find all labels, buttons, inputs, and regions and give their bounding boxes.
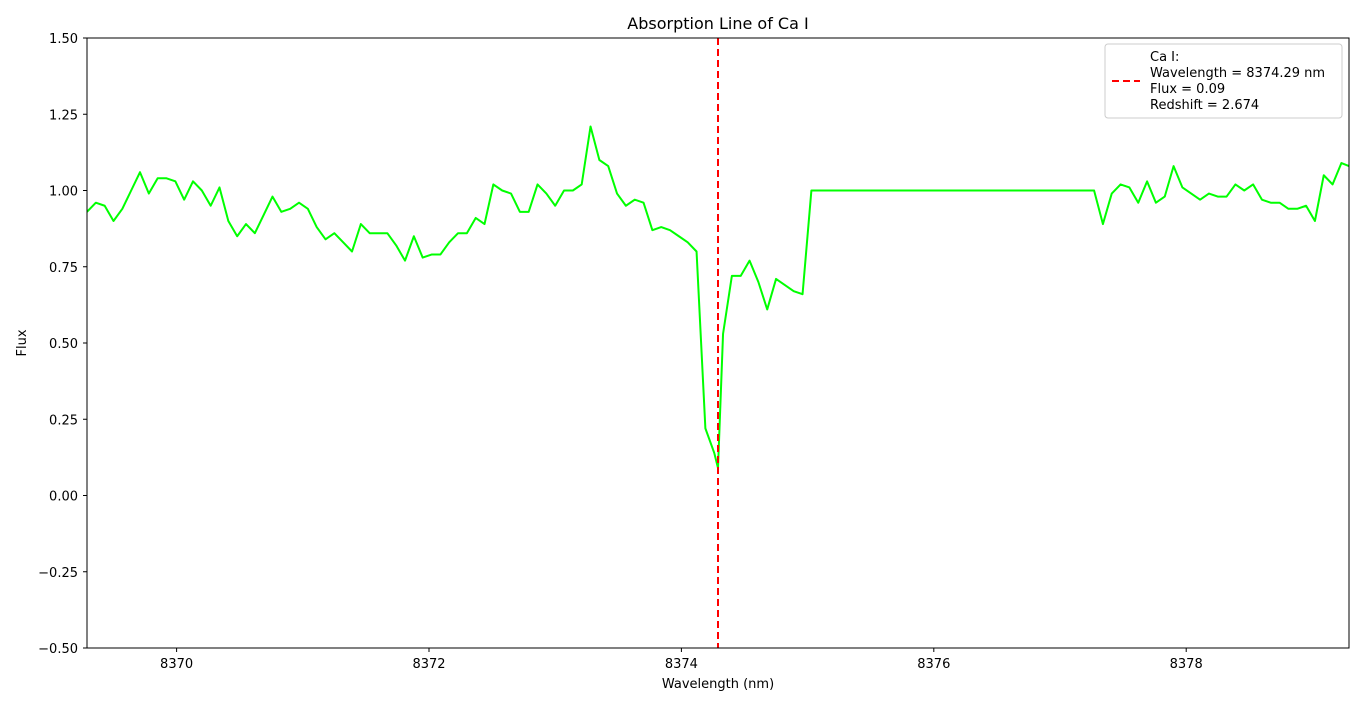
legend: Ca I: Wavelength = 8374.29 nm Flux = 0.0… (1104, 43, 1343, 119)
y-tick-label: −0.25 (38, 566, 78, 581)
y-tick-label: 0.75 (49, 261, 78, 276)
legend-line-4: Redshift = 2.674 (1150, 98, 1259, 113)
chart-title: Absorption Line of Ca I (627, 14, 808, 33)
x-tick-label: 8372 (412, 657, 445, 672)
y-axis-ticks: −0.50 −0.25 0.00 0.25 0.50 0.75 1.00 1.25 1.50 (38, 32, 87, 657)
x-tick-label: 8374 (665, 657, 698, 672)
legend-box (1104, 43, 1343, 119)
x-tick-label: 8370 (160, 657, 193, 672)
y-tick-label: 0.50 (49, 337, 78, 352)
x-axis-ticks: 8370 8372 8374 8376 8378 (160, 648, 1203, 672)
y-axis-label: Flux (15, 329, 30, 356)
y-tick-label: 0.25 (49, 413, 78, 428)
legend-line-1: Ca I: (1150, 50, 1179, 65)
y-tick-label: 0.00 (49, 490, 78, 505)
legend-line-3: Flux = 0.09 (1150, 82, 1225, 97)
plot-area (87, 38, 1349, 648)
y-tick-label: 1.25 (49, 108, 78, 123)
x-tick-label: 8376 (917, 657, 950, 672)
flux-series-line (87, 125, 1349, 470)
y-tick-label: 1.00 (49, 185, 78, 200)
y-tick-label: 1.50 (49, 32, 78, 47)
y-tick-label: −0.50 (38, 642, 78, 657)
legend-line-2: Wavelength = 8374.29 nm (1150, 66, 1325, 81)
x-axis-label: Wavelength (nm) (662, 677, 774, 692)
x-tick-label: 8378 (1170, 657, 1203, 672)
axes-frame (86, 37, 1350, 649)
